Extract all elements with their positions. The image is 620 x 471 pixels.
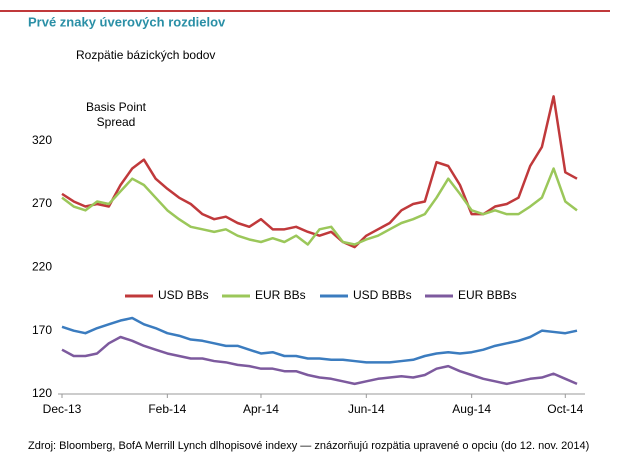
legend-label: USD BBBs: [353, 288, 412, 302]
x-tick-label: Dec-13: [43, 402, 82, 416]
y-tick-label: 120: [32, 386, 52, 400]
x-tick-label: Jun-14: [348, 402, 385, 416]
series-line: [61, 95, 578, 249]
y-tick-label: 270: [32, 196, 52, 210]
x-tick-label: Apr-14: [243, 402, 279, 416]
source-note: Zdroj: Bloomberg, BofA Merrill Lynch dlh…: [28, 440, 589, 452]
x-tick-label: Oct-14: [547, 402, 583, 416]
x-tick-label: Feb-14: [148, 402, 186, 416]
legend-label: EUR BBs: [255, 288, 306, 302]
series-line: [61, 167, 578, 246]
series-line: [61, 335, 578, 386]
chart-title: Prvé znaky úverových rozdielov: [28, 14, 226, 29]
legend-label: EUR BBBs: [458, 288, 517, 302]
legend-label: USD BBs: [158, 288, 209, 302]
x-tick-label: Aug-14: [452, 402, 491, 416]
y-axis-label: Basis Point Spread: [85, 100, 147, 129]
y-tick-label: 320: [32, 133, 52, 147]
series-line: [61, 316, 578, 364]
y-tick-label: 220: [32, 260, 52, 274]
y-tick-label: 170: [32, 323, 52, 337]
chart-subtitle: Rozpätie bázických bodov: [76, 48, 215, 62]
